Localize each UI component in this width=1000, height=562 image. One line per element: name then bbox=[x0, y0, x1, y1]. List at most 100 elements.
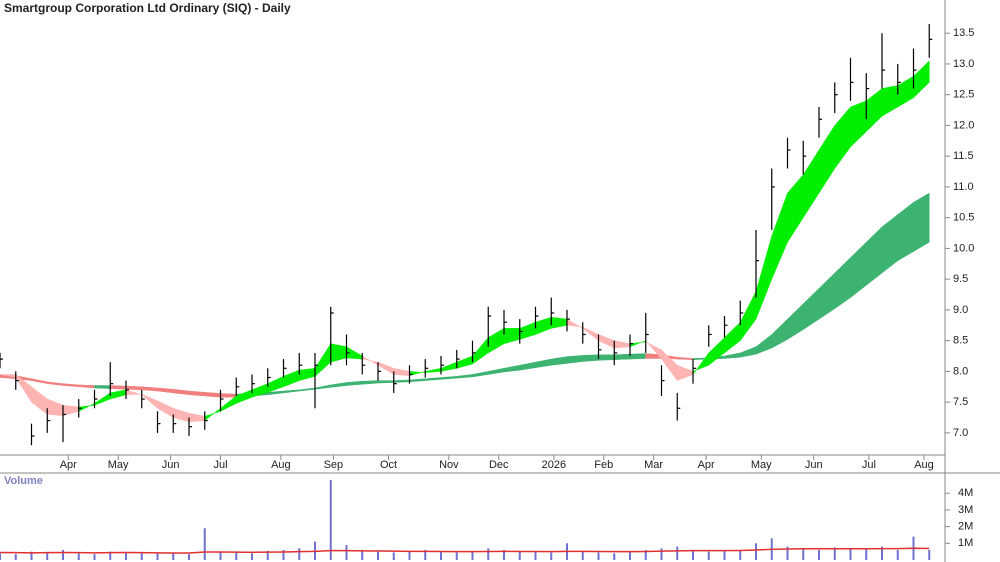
y-tick-label: 10.0 bbox=[953, 242, 974, 254]
y-tick-label: 8.0 bbox=[953, 365, 968, 377]
plot: 7.0 7.5 8.0 8.5 9.0 9.5 10.0 10.5 11.0 11.5 12.0 12… bbox=[0, 23, 974, 560]
y-tick-label: 12.0 bbox=[953, 119, 974, 131]
y-tick-label: 12.5 bbox=[953, 89, 974, 101]
volume-bar bbox=[377, 551, 379, 560]
y-tick-label: 13.0 bbox=[953, 58, 974, 70]
volume-bar bbox=[896, 549, 899, 560]
volume-bar bbox=[440, 551, 442, 560]
volume-bar bbox=[550, 552, 553, 560]
volume-bar bbox=[125, 552, 127, 560]
ribbon bbox=[629, 353, 646, 360]
volume-bar bbox=[156, 553, 159, 560]
volume-bar bbox=[30, 551, 33, 560]
x-tick-label: Dec bbox=[489, 459, 509, 471]
volume-bar bbox=[203, 528, 206, 560]
x-tick-label: Aug bbox=[271, 459, 291, 471]
x-tick-label: Sep bbox=[324, 459, 344, 471]
volume-bar bbox=[266, 550, 269, 560]
volume-bar bbox=[613, 553, 616, 560]
volume-bar bbox=[140, 553, 143, 560]
volume-bar bbox=[755, 543, 757, 560]
y-tick-label: 7.0 bbox=[953, 427, 968, 439]
volume-bar bbox=[692, 549, 694, 560]
volume-bar bbox=[707, 551, 710, 560]
volume-bar bbox=[251, 553, 253, 560]
ribbon bbox=[393, 379, 410, 383]
x-tick-label: Oct bbox=[380, 459, 397, 471]
x-tick-label: 2026 bbox=[542, 459, 566, 471]
y-tick-label: 9.5 bbox=[953, 273, 968, 285]
x-tick-label: Feb bbox=[594, 459, 613, 471]
volume-bar bbox=[928, 549, 931, 560]
volume-bar bbox=[865, 548, 868, 560]
volume-bar bbox=[298, 548, 301, 560]
y-tick-label: 11.5 bbox=[953, 150, 974, 162]
volume-bar bbox=[62, 549, 64, 560]
volume-bar bbox=[109, 551, 112, 560]
ribbon bbox=[377, 380, 394, 384]
x-tick-label: Jul bbox=[213, 459, 227, 471]
volume-bar bbox=[644, 549, 647, 560]
ribbon bbox=[582, 354, 599, 362]
volume-bar bbox=[660, 548, 663, 560]
volume-bar bbox=[77, 553, 80, 560]
volume-bar bbox=[329, 479, 332, 560]
chart-title: Smartgroup Corporation Ltd Ordinary (SIQ… bbox=[4, 1, 291, 15]
x-tick-label: Apr bbox=[698, 459, 715, 471]
x-tick-label: Jun bbox=[805, 459, 823, 471]
volume-bar bbox=[93, 554, 96, 560]
ribbon bbox=[913, 192, 930, 252]
ribbon bbox=[913, 60, 930, 99]
volume-title: Volume bbox=[4, 475, 43, 487]
volume-bar bbox=[0, 553, 1, 560]
volume-bar bbox=[14, 554, 17, 560]
volume-bar bbox=[881, 546, 883, 560]
volume-bar bbox=[786, 546, 789, 560]
y-tick-label: 3M bbox=[958, 504, 973, 516]
volume-bar bbox=[581, 551, 584, 560]
volume-bar bbox=[833, 547, 836, 560]
y-tick-label: 9.0 bbox=[953, 304, 968, 316]
y-tick-label: 8.5 bbox=[953, 335, 968, 347]
ribbon bbox=[614, 353, 631, 360]
volume-bar bbox=[739, 549, 742, 560]
y-tick-label: 4M bbox=[958, 487, 973, 499]
volume-bar bbox=[282, 549, 285, 560]
volume-bar bbox=[345, 544, 348, 560]
volume-bar bbox=[802, 548, 805, 560]
volume-bar bbox=[849, 549, 852, 560]
volume-bar bbox=[219, 551, 222, 560]
x-tick-label: Apr bbox=[60, 459, 77, 471]
y-tick-label: 13.5 bbox=[953, 27, 974, 39]
ribbon bbox=[110, 385, 127, 390]
y-tick-label: 2M bbox=[958, 521, 973, 533]
x-tick-label: May bbox=[108, 459, 129, 471]
y-tick-label: 1M bbox=[958, 537, 973, 549]
volume-bar bbox=[487, 548, 490, 560]
volume-average bbox=[0, 547, 930, 554]
x-tick-label: Jul bbox=[862, 459, 876, 471]
volume-bar bbox=[818, 549, 820, 560]
volume-bar bbox=[518, 551, 521, 560]
volume-bar bbox=[235, 552, 238, 560]
volume-bar bbox=[676, 546, 679, 560]
volume-bar bbox=[455, 552, 458, 560]
volume-bar bbox=[597, 552, 600, 560]
ribbon bbox=[220, 393, 237, 398]
x-tick-label: Mar bbox=[644, 459, 663, 471]
ribbon bbox=[598, 354, 615, 361]
volume-bar bbox=[424, 549, 427, 560]
volume-bar bbox=[361, 549, 364, 560]
y-tick-label: 10.5 bbox=[953, 212, 974, 224]
volume-bar bbox=[723, 550, 726, 560]
volume-bar bbox=[172, 552, 175, 560]
x-tick-label: May bbox=[751, 459, 772, 471]
x-tick-label: Aug bbox=[914, 459, 934, 471]
y-tick-label: 11.0 bbox=[953, 181, 974, 193]
volume-bar bbox=[534, 550, 537, 560]
volume-bar bbox=[46, 552, 49, 560]
volume-bar bbox=[188, 554, 190, 560]
ribbon bbox=[94, 385, 111, 389]
volume-bar bbox=[629, 551, 631, 560]
